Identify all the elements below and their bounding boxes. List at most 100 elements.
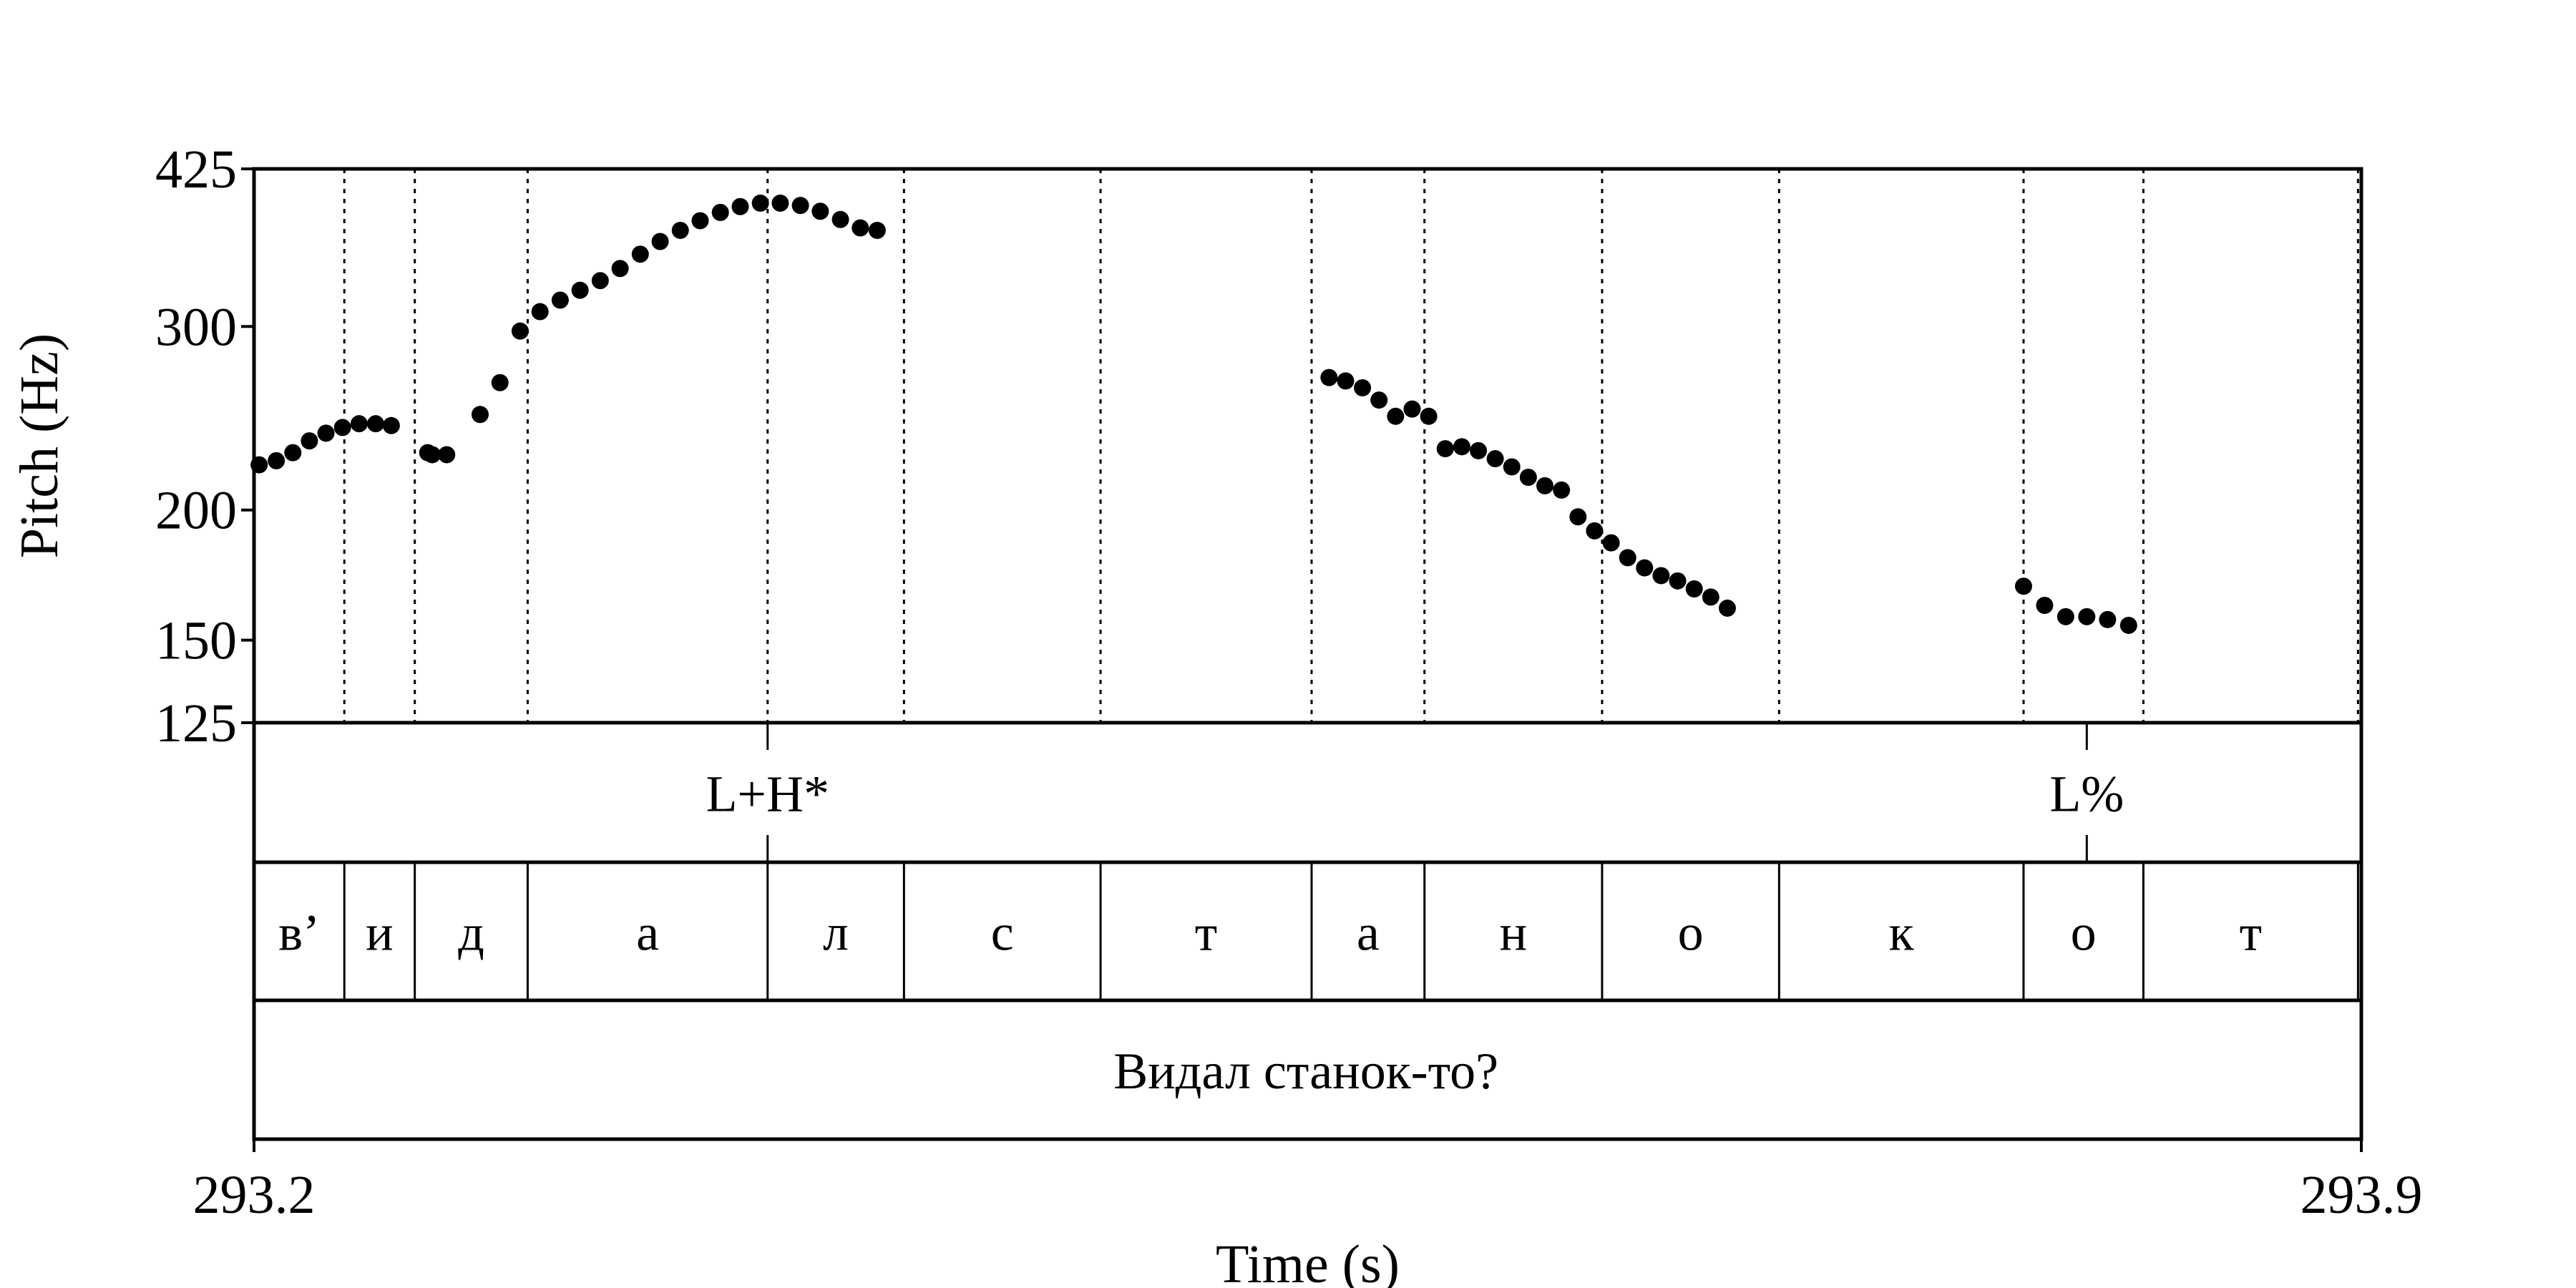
pitch-point	[2036, 597, 2054, 615]
pitch-point	[1403, 400, 1421, 418]
pitch-point	[1536, 477, 1554, 494]
pitch-point	[731, 197, 749, 215]
pitch-point	[691, 212, 709, 230]
pitch-point	[771, 194, 789, 212]
pitch-point	[571, 281, 589, 299]
x-tick-label: 293.2	[193, 1165, 316, 1225]
segment-label: н	[1500, 904, 1528, 962]
pitch-point	[1503, 458, 1521, 476]
y-tick-label: 150	[155, 611, 237, 671]
segment-label: л	[823, 904, 849, 962]
y-tick-label: 425	[155, 140, 237, 200]
pitch-point	[1619, 549, 1636, 567]
pitch-point	[1420, 407, 1438, 425]
y-tick-label: 125	[155, 693, 237, 753]
pitch-point	[471, 406, 489, 424]
segment-label: т	[2240, 904, 2262, 962]
segment-label: в’	[278, 904, 320, 962]
pitch-point	[2119, 616, 2137, 634]
pitch-point	[1519, 468, 1537, 486]
pitch-point	[631, 245, 649, 263]
sentence-label: Видал станок-то?	[1113, 1043, 1498, 1100]
pitch-point	[651, 233, 669, 250]
pitch-point	[1553, 481, 1571, 499]
pitch-point	[317, 424, 335, 442]
pitch-point	[791, 197, 809, 215]
segment-label: о	[2071, 904, 2097, 962]
segment-label: с	[991, 904, 1014, 962]
pitch-point	[301, 432, 318, 450]
sentence-tier-frame	[252, 998, 2363, 1141]
pitch-point	[868, 221, 886, 239]
pitch-point	[591, 272, 609, 290]
pitch-point	[1354, 379, 1372, 396]
pitch-point	[1470, 441, 1488, 459]
segment-label: д	[458, 904, 484, 962]
pitch-point	[382, 416, 400, 434]
y-tick-label: 300	[155, 297, 237, 357]
pitch-point	[268, 452, 286, 469]
pitch-point	[366, 415, 384, 433]
pitch-point	[2014, 577, 2032, 595]
pitch-point	[852, 219, 869, 237]
pitch-point	[1569, 508, 1587, 526]
pitch-point	[250, 456, 268, 474]
pitch-point	[1337, 372, 1355, 390]
pitch-point	[2078, 608, 2096, 625]
pitch-point	[1669, 572, 1687, 590]
pitch-panel	[252, 167, 2363, 725]
segment-label: т	[1195, 904, 1217, 962]
pitch-point	[1436, 440, 1454, 458]
pitch-point	[1636, 559, 1654, 577]
pitch-point	[531, 303, 549, 321]
tone-tier-frame	[252, 721, 2363, 864]
pitch-point	[1486, 450, 1504, 468]
pitch-point	[1702, 588, 1719, 606]
pitch-point	[1685, 580, 1703, 598]
pitch-point	[831, 210, 849, 228]
x-axis-ticks: 293.2 293.9	[193, 1139, 2423, 1225]
sentence-tier: Видал станок-то?	[252, 998, 2363, 1141]
tone-label: L%	[2049, 766, 2124, 823]
segment-label: и	[366, 904, 394, 962]
pitch-point	[438, 446, 456, 464]
pitch-point	[1718, 599, 1736, 617]
segment-label: а	[1357, 904, 1380, 962]
y-axis-title: Pitch (Hz)	[9, 333, 69, 558]
pitch-point	[511, 322, 529, 340]
segment-boundary-lines	[343, 169, 2359, 723]
pitch-point	[751, 194, 769, 212]
segment-tier: в’ и д а л с т а н о к о т	[252, 860, 2363, 1002]
pitch-point	[611, 260, 629, 278]
pitch-point	[711, 203, 729, 221]
segment-label: о	[1678, 904, 1704, 962]
pitch-point	[2057, 608, 2074, 625]
pitch-point	[1387, 407, 1405, 425]
pitch-point	[333, 419, 351, 436]
y-tick-label: 200	[155, 481, 237, 541]
pitch-point	[1586, 522, 1604, 540]
segment-label: к	[1889, 904, 1915, 962]
pitch-point	[424, 446, 441, 464]
pitch-point	[811, 203, 829, 220]
pitch-points	[250, 194, 2137, 634]
pitch-point	[551, 291, 569, 309]
pitch-point	[1602, 534, 1620, 552]
pitch-point	[491, 374, 509, 391]
pitch-point	[284, 444, 302, 462]
segment-label: а	[636, 904, 659, 962]
pitch-axis-frame	[252, 167, 2363, 725]
pitch-point	[1453, 438, 1470, 456]
x-axis-title: Time (s)	[1216, 1234, 1400, 1288]
pitch-point	[1370, 391, 1388, 409]
tone-tier: L+H* L%	[252, 721, 2363, 864]
x-tick-label: 293.9	[2301, 1165, 2423, 1225]
segment-tier-frame	[252, 860, 2363, 1002]
pitch-point	[1320, 369, 1338, 386]
pitch-point	[671, 221, 689, 239]
y-axis-ticks: 125 150 200 300 425	[155, 140, 254, 753]
tone-label: L+H*	[706, 766, 829, 823]
pitch-point	[1652, 567, 1670, 585]
pitch-point	[2099, 610, 2117, 628]
